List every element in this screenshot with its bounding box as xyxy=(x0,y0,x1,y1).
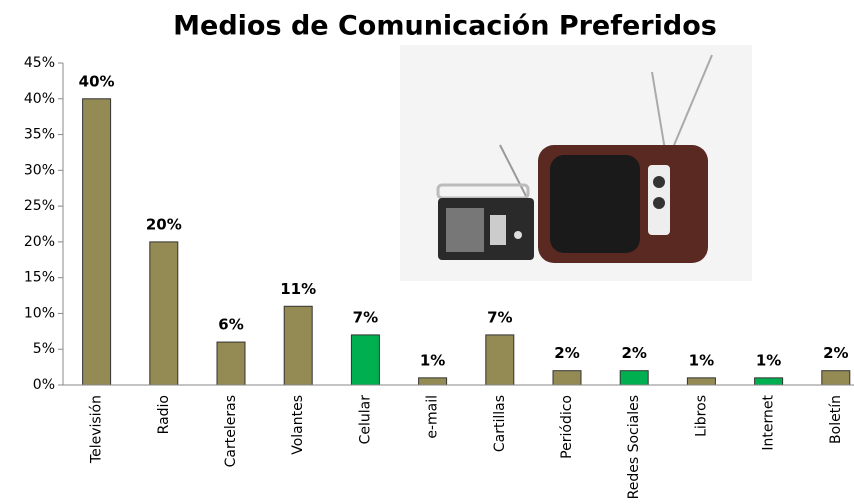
antenna xyxy=(671,54,713,151)
value-label: 6% xyxy=(218,316,243,334)
value-label: 40% xyxy=(79,72,115,90)
bar xyxy=(283,305,313,386)
value-label: 2% xyxy=(823,344,848,362)
x-tick-label: Redes Sociales xyxy=(626,395,642,499)
bar xyxy=(216,341,246,386)
y-tick-label: 40% xyxy=(24,91,55,107)
value-label: 7% xyxy=(353,308,378,326)
bar xyxy=(754,377,784,386)
radio-antenna xyxy=(499,144,529,201)
tv-screen xyxy=(550,155,640,253)
tv-knob xyxy=(653,176,665,188)
bar xyxy=(418,377,448,386)
y-tick-label: 20% xyxy=(24,234,55,250)
radio-speaker xyxy=(446,208,484,252)
y-tick-label: 45% xyxy=(24,55,55,71)
bar xyxy=(350,334,380,386)
x-tick-label: Internet xyxy=(761,394,777,450)
value-label: 7% xyxy=(487,308,512,326)
illustration xyxy=(400,45,752,281)
x-tick-label: Radio xyxy=(156,395,172,434)
y-tick-label: 25% xyxy=(24,198,55,214)
y-tick-label: 30% xyxy=(24,162,55,178)
value-label: 2% xyxy=(554,344,579,362)
value-label: 11% xyxy=(280,280,316,298)
value-label: 1% xyxy=(420,351,445,369)
tv-knob xyxy=(653,197,665,209)
value-label: 2% xyxy=(621,344,646,362)
value-label: 1% xyxy=(756,351,781,369)
x-tick-label: Libros xyxy=(693,395,709,437)
y-tick-label: 0% xyxy=(33,377,55,393)
x-tick-label: Boletín xyxy=(828,395,844,444)
value-label: 1% xyxy=(689,351,714,369)
bar xyxy=(686,377,716,386)
antenna xyxy=(651,71,666,151)
y-tick-label: 35% xyxy=(24,127,55,143)
value-label: 20% xyxy=(146,215,182,233)
x-tick-label: Cartillas xyxy=(492,395,508,452)
x-tick-label: e-mail xyxy=(425,395,441,439)
bar xyxy=(619,370,649,386)
x-tick-label: Volantes xyxy=(290,395,306,455)
x-tick-label: Periódico xyxy=(559,395,575,459)
y-tick-label: 15% xyxy=(24,270,55,286)
bar xyxy=(821,370,851,386)
y-tick-label: 10% xyxy=(24,305,55,321)
bar xyxy=(552,370,582,386)
radio-knob xyxy=(514,231,522,239)
x-tick-label: Celular xyxy=(357,395,373,445)
radio-dial xyxy=(490,215,506,245)
y-tick-label: 5% xyxy=(33,341,55,357)
x-tick-label: Carteleras xyxy=(223,395,239,467)
bar xyxy=(149,241,179,386)
x-tick-label: Televisión xyxy=(89,395,105,464)
chart-title: Medios de Comunicación Preferidos xyxy=(173,11,717,42)
bar xyxy=(485,334,515,386)
bar xyxy=(82,98,112,386)
